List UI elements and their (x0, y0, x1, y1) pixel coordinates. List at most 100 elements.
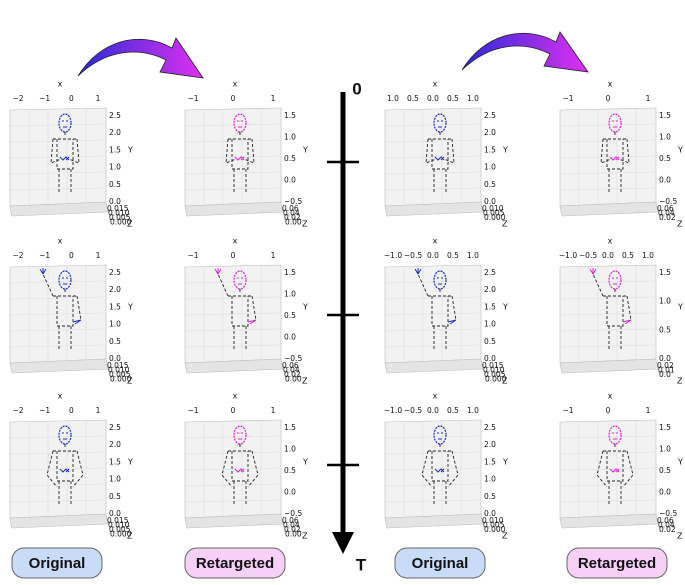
z-axis-label: Z (127, 532, 133, 541)
pane-floor (184, 358, 284, 374)
x-tick-label: 1 (646, 406, 651, 415)
x-tick-label: −1 (562, 406, 573, 415)
hands (234, 156, 245, 161)
x-tick-label: −0.5 (404, 406, 422, 415)
z-tick-label: 0.010 (482, 516, 504, 525)
face (62, 120, 68, 128)
skeleton (221, 444, 259, 505)
x-axis-label: x (58, 237, 63, 246)
pane-grid (9, 451, 107, 455)
z-tick-label: 0.000 (484, 213, 506, 222)
plot-panel: x −1 0 1 1.5 1.0 0.5 0.0 −0.5 Y 0.060.040.020.00 Z (184, 392, 308, 541)
pane-grid (559, 155, 657, 159)
z-tick-label: 0.02 (659, 213, 676, 222)
pane-grid (9, 296, 107, 300)
plot-panel: x −2 −1 0 1 2.5 2.0 1.5 1.0 0.5 0.0 Y 0.0150.0100.00… (9, 392, 133, 541)
head (433, 425, 447, 445)
face (237, 432, 243, 440)
face (612, 432, 618, 440)
y-tick-label: −0.5 (659, 509, 677, 518)
z-tick-label: 0.005 (484, 370, 506, 379)
x-tick-label: 0.5 (447, 406, 459, 415)
x-tick-label: 0.5 (447, 251, 459, 260)
x-tick-label: −2 (12, 94, 23, 103)
hands (414, 268, 457, 325)
hands (59, 156, 70, 161)
y-axis-label: Y (677, 303, 683, 312)
button-bg (11, 547, 103, 579)
face (437, 277, 443, 285)
z-axis-label: Z (677, 532, 683, 541)
z-tick-label: 0.005 (483, 209, 505, 218)
z-tick-label: 0.010 (483, 366, 505, 375)
z-tick-label: 0.010 (108, 521, 130, 530)
z-tick-label: 0.0 (659, 370, 671, 379)
y-axis-label: Y (502, 458, 508, 467)
y-tick-label: 2.0 (109, 128, 121, 137)
z-tick-label: 0.005 (109, 370, 131, 379)
head (58, 425, 72, 445)
pane-grid (559, 312, 657, 316)
x-axis-label: x (58, 80, 63, 89)
pane-grid (384, 435, 482, 439)
skeleton (46, 444, 84, 505)
pane-grid (184, 467, 282, 471)
y-tick-label: 0.5 (109, 180, 121, 189)
y-tick-label: 2.0 (484, 440, 496, 449)
y-tick-label: 0.5 (484, 337, 496, 346)
y-tick-label: 1.0 (284, 133, 296, 142)
y-tick-label: 1.5 (284, 268, 296, 277)
pane-floor (384, 201, 484, 217)
pane-grid (559, 467, 657, 471)
x-tick-label: 0 (231, 406, 236, 415)
y-tick-label: 1.5 (109, 302, 121, 311)
y-tick-label: 2.0 (484, 128, 496, 137)
face (237, 277, 243, 285)
y-axis-label: Y (302, 146, 308, 155)
z-axis-label: Z (302, 377, 308, 386)
pane-grid (184, 280, 282, 284)
z-tick-label: 0.00 (285, 218, 302, 227)
z-tick-label: 0.02 (659, 525, 676, 534)
y-tick-label: 0.5 (284, 311, 296, 320)
y-tick-label: 0.0 (109, 509, 121, 518)
x-tick-label: 0 (69, 94, 74, 103)
pane-grid (9, 187, 107, 191)
y-tick-label: 1.5 (109, 145, 121, 154)
face (62, 277, 68, 285)
y-tick-label: −0.5 (284, 354, 302, 363)
hands (434, 468, 445, 473)
pane-grid (384, 171, 482, 175)
pane-grid (559, 435, 657, 439)
z-axis-label: Z (502, 377, 508, 386)
x-tick-label: 0.5 (407, 94, 419, 103)
z-tick-label: 0.015 (482, 361, 504, 370)
plot-panel: x −1 0 1 1.5 1.0 0.5 0.0 −0.5 Y 0.060.040.020.00 Z (184, 80, 308, 229)
z-axis-label: Z (302, 532, 308, 541)
hands (609, 468, 620, 473)
x-tick-label: −1 (562, 94, 573, 103)
y-tick-label: 1.5 (284, 111, 296, 120)
y-tick-label: 1.5 (109, 457, 121, 466)
z-tick-label: 0.06 (282, 361, 299, 370)
x-axis-label: x (608, 237, 613, 246)
z-tick-label: 0.01 (658, 366, 675, 375)
pane-grid (384, 312, 482, 316)
x-tick-label: −1 (39, 94, 50, 103)
y-tick-label: 0.5 (484, 492, 496, 501)
label-button: Original (394, 547, 486, 579)
skeleton (421, 444, 459, 505)
z-tick-label: 0.015 (107, 361, 129, 370)
pane-grid (559, 296, 657, 300)
button-text: Original (412, 555, 469, 572)
y-tick-label: 1.5 (484, 145, 496, 154)
skeleton (596, 444, 634, 505)
y-tick-label: 2.5 (109, 111, 121, 120)
x-axis-label: x (433, 80, 438, 89)
pane-grid (384, 123, 482, 127)
x-tick-label: −1.0 (384, 406, 402, 415)
z-tick-label: 0.06 (657, 516, 674, 525)
y-tick-label: 2.0 (484, 285, 496, 294)
z-tick-label: 0.015 (107, 516, 129, 525)
